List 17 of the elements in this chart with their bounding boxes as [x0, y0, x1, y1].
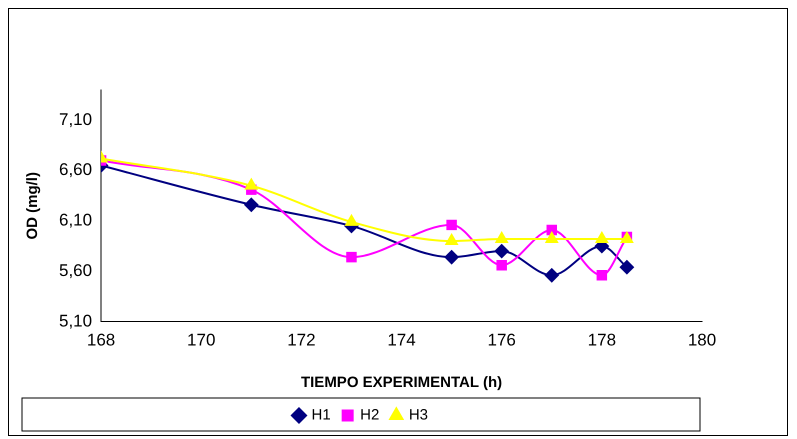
legend-label: H1 [311, 406, 331, 424]
legend-label: H2 [360, 406, 380, 424]
y-tick-label: 6,60 [58, 160, 92, 180]
y-tick-label: 7,10 [58, 110, 92, 129]
x-tick-label: 170 [187, 330, 216, 350]
x-tick-label: 176 [488, 330, 516, 350]
legend-label: H3 [408, 406, 428, 424]
y-axis-title: OD (mg/l) [24, 172, 42, 240]
y-tick-label: 5,10 [58, 311, 92, 330]
y-tick-label: 5,60 [58, 260, 92, 280]
x-tick-label: 174 [387, 330, 416, 350]
x-tick-label: 180 [688, 330, 716, 350]
x-axis-title: TIEMPO EXPERIMENTAL (h) [300, 374, 502, 392]
x-tick-label: 168 [86, 330, 116, 350]
x-tick-label: 172 [287, 330, 316, 350]
x-tick-label: 178 [588, 330, 616, 350]
y-tick-label: 6,10 [58, 210, 92, 230]
